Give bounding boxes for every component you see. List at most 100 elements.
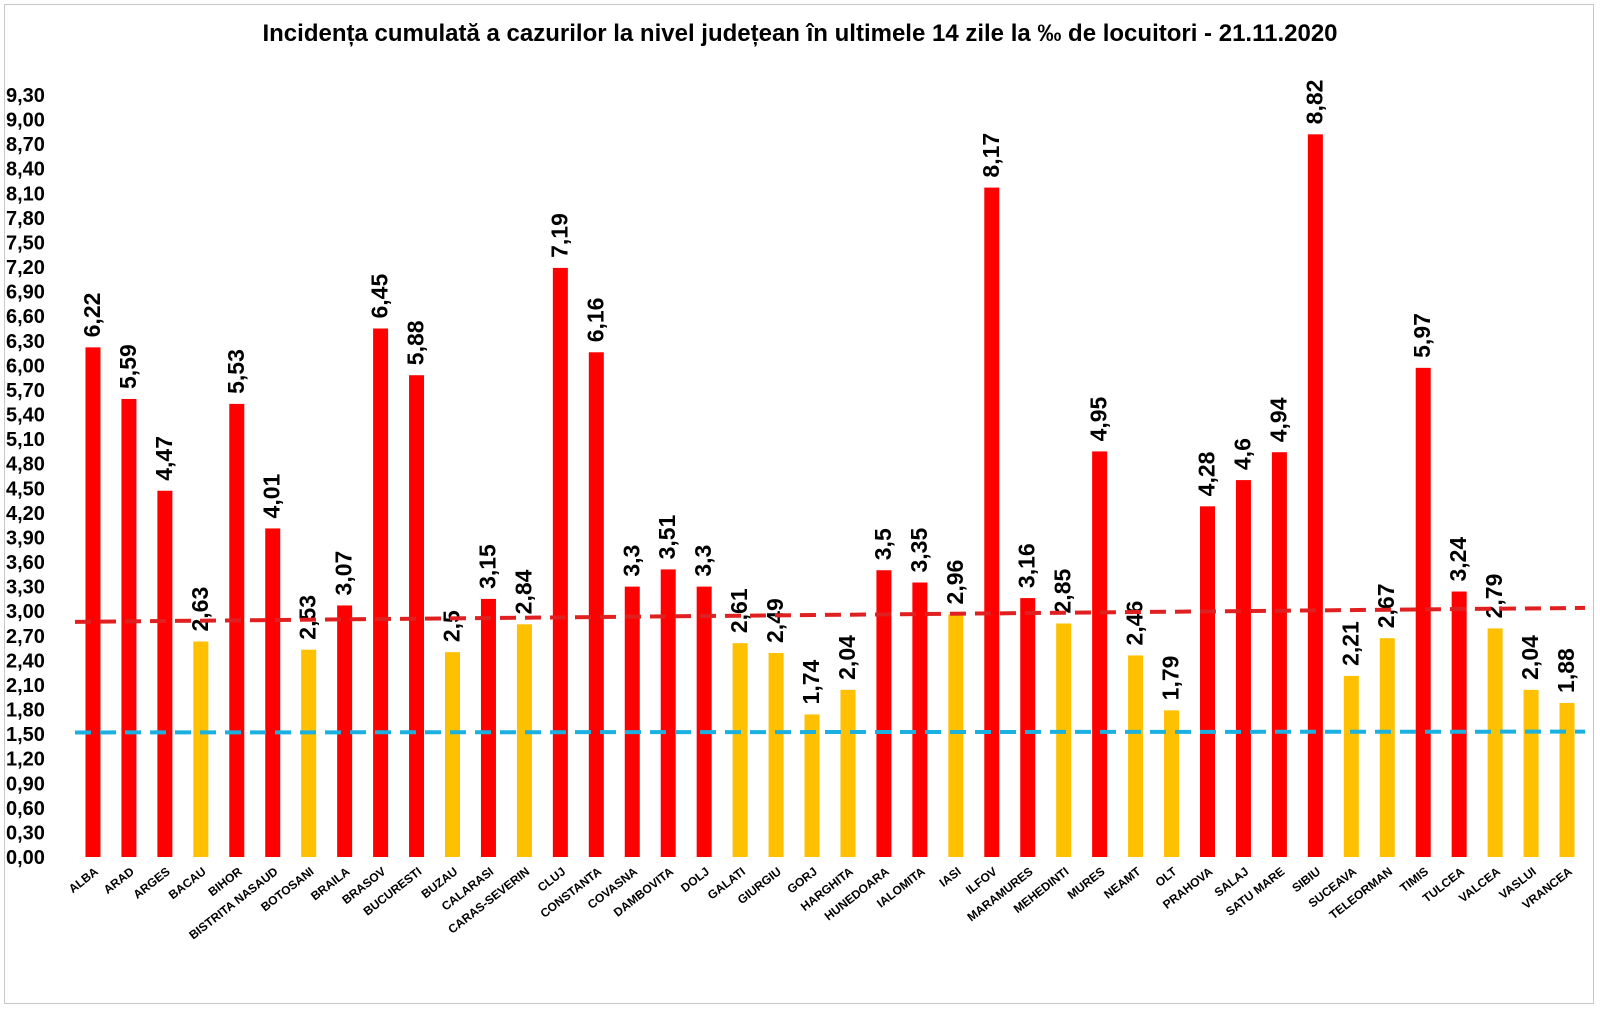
bar <box>1200 506 1215 857</box>
x-tick-label: MURES <box>1065 864 1108 902</box>
bar <box>229 403 245 857</box>
y-tick-label: 3,60 <box>6 552 45 574</box>
y-tick-label: 6,00 <box>6 355 45 377</box>
bar <box>1056 623 1072 857</box>
data-label: 6,22 <box>79 293 105 338</box>
data-label: 2,5 <box>439 610 465 642</box>
data-label: 2,53 <box>295 595 321 640</box>
bar <box>265 528 281 857</box>
data-label: 5,59 <box>115 344 141 389</box>
bar <box>480 598 496 857</box>
data-label: 2,85 <box>1050 569 1076 614</box>
data-label: 5,97 <box>1409 313 1435 358</box>
bar <box>660 569 676 857</box>
bar <box>85 347 101 857</box>
data-label: 2,61 <box>726 588 752 633</box>
data-label: 7,19 <box>546 213 572 258</box>
x-tick-label: IASI <box>937 864 964 889</box>
bar <box>876 570 892 857</box>
data-label: 1,79 <box>1158 656 1184 701</box>
x-tick-label: TELEORMAN <box>1327 864 1396 922</box>
data-label: 5,88 <box>403 320 429 365</box>
red-reference-line <box>74 605 1586 624</box>
y-tick-label: 0,30 <box>6 822 45 844</box>
bar <box>1415 367 1431 857</box>
bar <box>409 375 425 857</box>
bar <box>1271 452 1287 857</box>
data-label: 4,94 <box>1265 397 1291 442</box>
x-tick-label: OLT <box>1153 864 1180 890</box>
x-tick-label: ARGES <box>130 864 172 901</box>
y-tick-label: 7,20 <box>6 257 45 279</box>
y-tick-label: 0,90 <box>6 773 45 795</box>
bar <box>1523 689 1539 857</box>
y-tick-label: 5,10 <box>6 429 45 451</box>
data-label: 2,63 <box>187 587 213 632</box>
data-label: 4,6 <box>1229 438 1255 470</box>
bar <box>516 624 532 857</box>
data-label: 2,79 <box>1481 574 1507 619</box>
y-tick-label: 7,80 <box>6 208 45 230</box>
bar <box>948 614 964 857</box>
bar <box>624 586 640 857</box>
data-label: 8,82 <box>1301 80 1327 125</box>
y-tick-label: 4,50 <box>6 478 45 500</box>
data-label: 3,5 <box>870 528 896 560</box>
data-label: 4,95 <box>1086 396 1112 441</box>
y-tick-label: 5,70 <box>6 380 45 402</box>
y-tick-label: 3,30 <box>6 577 45 599</box>
bar <box>1164 710 1180 857</box>
bar <box>193 641 209 857</box>
bar <box>1128 655 1144 857</box>
bar <box>552 267 568 857</box>
x-tick-label: VALCEA <box>1456 864 1503 905</box>
y-tick-label: 9,00 <box>6 110 45 132</box>
data-label: 2,96 <box>942 560 968 605</box>
y-tick-label: 1,80 <box>6 700 45 722</box>
bar <box>157 490 173 857</box>
bar <box>121 398 137 857</box>
data-label: 2,04 <box>1517 635 1543 680</box>
bar <box>1451 591 1467 857</box>
data-label: 8,17 <box>978 133 1004 178</box>
y-tick-label: 2,10 <box>6 675 45 697</box>
bar <box>804 714 820 857</box>
bar <box>1020 598 1036 857</box>
bar <box>696 586 712 857</box>
y-tick-label: 7,50 <box>6 232 45 254</box>
bar <box>912 582 928 857</box>
bar <box>1559 702 1575 857</box>
y-tick-label: 0,60 <box>6 798 45 820</box>
data-label: 4,01 <box>259 473 285 518</box>
data-label: 3,35 <box>906 528 932 573</box>
data-label: 3,3 <box>690 545 716 577</box>
data-label: 6,45 <box>367 274 393 319</box>
y-tick-label: 5,40 <box>6 405 45 427</box>
x-tick-label: BACAU <box>166 864 209 902</box>
y-tick-label: 1,50 <box>6 724 45 746</box>
y-tick-label: 8,40 <box>6 159 45 181</box>
y-tick-label: 0,00 <box>6 847 45 869</box>
y-tick-label: 2,70 <box>6 626 45 648</box>
bar <box>373 328 389 858</box>
bar <box>1343 675 1359 857</box>
y-tick-label: 8,70 <box>6 134 45 156</box>
data-label: 4,47 <box>151 436 177 481</box>
data-label: 5,53 <box>223 349 249 394</box>
data-label: 6,16 <box>582 298 608 343</box>
y-tick-label: 4,20 <box>6 503 45 525</box>
y-tick-label: 6,60 <box>6 306 45 328</box>
bar <box>732 643 748 857</box>
y-tick-label: 6,90 <box>6 282 45 304</box>
data-label: 2,46 <box>1122 601 1148 646</box>
bar <box>1487 628 1503 857</box>
data-label: 3,07 <box>331 551 357 596</box>
y-tick-label: 9,30 <box>6 85 45 107</box>
bar <box>984 187 1000 857</box>
x-tick-label: ALBA <box>66 864 101 896</box>
bar <box>840 689 856 857</box>
data-label: 3,51 <box>654 514 680 559</box>
bar <box>588 352 604 857</box>
y-tick-label: 6,30 <box>6 331 45 353</box>
